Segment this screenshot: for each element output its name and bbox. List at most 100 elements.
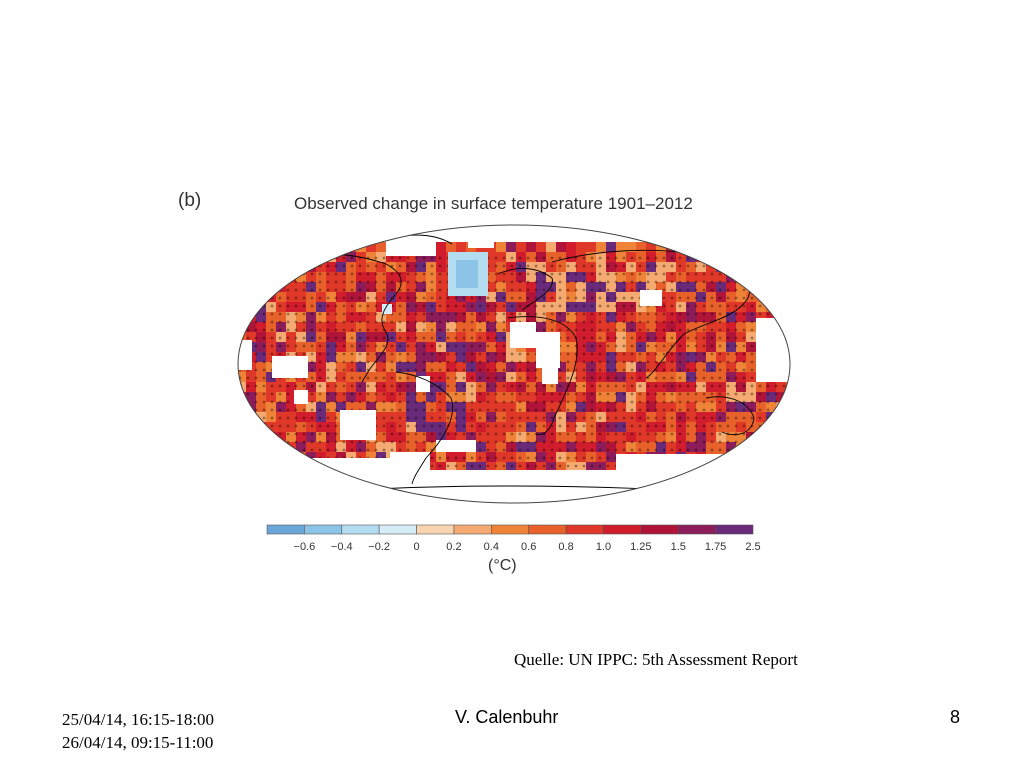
- grid-cell: [346, 225, 356, 232]
- color-legend: −0.6 −0.4 −0.2 0 0.2 0.4 0.6 0.8 1.0 1.25 1.5 1.75 2…: [266, 524, 761, 553]
- grid-cell: [776, 432, 786, 442]
- grid-cell: [786, 462, 790, 472]
- grid-cell: [326, 242, 336, 252]
- figure-title: Observed change in surface temperature 1…: [294, 194, 693, 213]
- grid-cell: [716, 242, 726, 252]
- grid-cell: [636, 242, 646, 252]
- significance-stipple: [238, 252, 790, 482]
- grid-cell: [676, 482, 686, 492]
- grid-cell: [756, 432, 766, 442]
- grid-cell: [436, 502, 446, 503]
- grid-cell: [626, 242, 636, 252]
- grid-cell: [296, 502, 306, 503]
- grid-cell: [646, 242, 656, 252]
- grid-cell: [386, 225, 396, 232]
- legend-bin-0: [266, 524, 305, 535]
- legend-bin-11: [677, 524, 716, 535]
- grid-cell: [238, 242, 246, 252]
- grid-cell: [238, 442, 246, 452]
- grid-cell: [716, 472, 726, 482]
- grid-cell: [238, 432, 246, 442]
- grid-cell: [766, 442, 776, 452]
- grid-cell: [306, 225, 316, 232]
- grid-cell: [356, 482, 366, 492]
- grid-cell: [276, 252, 286, 262]
- grid-cell: [286, 262, 296, 272]
- grid-cell: [776, 252, 786, 262]
- grid-cell: [766, 232, 776, 242]
- grid-cell: [666, 492, 676, 502]
- grid-cell: [736, 272, 746, 282]
- grid-cell: [786, 312, 790, 322]
- grid-cell: [256, 502, 266, 503]
- grid-cell: [746, 232, 756, 242]
- legend-tick-label: 1.0: [596, 541, 611, 553]
- grid-cell: [606, 225, 616, 232]
- grid-cell: [238, 302, 246, 312]
- grid-cell: [786, 322, 790, 332]
- grid-cell: [676, 502, 686, 503]
- grid-cell: [696, 472, 706, 482]
- legend-bin-10: [640, 524, 679, 535]
- legend-bin-4: [416, 524, 455, 535]
- grid-cell: [716, 252, 726, 262]
- grid-cell: [396, 502, 406, 503]
- grid-cell: [238, 272, 246, 282]
- grid-cell: [246, 282, 256, 292]
- grid-cell: [356, 232, 366, 242]
- grid-cell: [246, 262, 256, 272]
- grid-cell: [696, 482, 706, 492]
- grid-cell: [356, 225, 366, 232]
- grid-cell: [376, 492, 386, 502]
- grid-cell: [706, 242, 716, 252]
- grid-cell: [276, 272, 286, 282]
- grid-cell: [776, 292, 786, 302]
- grid-cell: [596, 502, 606, 503]
- grid-cell: [616, 242, 626, 252]
- grid-cell: [636, 502, 646, 503]
- grid-cell: [766, 272, 776, 282]
- grid-cell: [566, 502, 576, 503]
- legend-tick-label: −0.6: [294, 541, 316, 553]
- grid-cell: [266, 282, 276, 292]
- grid-cell: [696, 232, 706, 242]
- grid-cell: [786, 482, 790, 492]
- grid-cell: [786, 402, 790, 412]
- grid-cell: [546, 502, 556, 503]
- legend-bin-3: [378, 524, 417, 535]
- grid-cell: [776, 442, 786, 452]
- grid-cell: [266, 242, 276, 252]
- grid-cell: [786, 232, 790, 242]
- grid-cell: [286, 462, 296, 472]
- legend-tick-label: 0: [413, 541, 419, 553]
- grid-cell: [726, 472, 736, 482]
- grid-cell: [786, 442, 790, 452]
- grid-cell: [256, 292, 266, 302]
- grid-cell: [766, 225, 776, 232]
- grid-cell: [306, 472, 316, 482]
- grid-cell: [536, 242, 546, 252]
- grid-cell: [676, 492, 686, 502]
- grid-cell: [316, 232, 326, 242]
- grid-cell: [776, 282, 786, 292]
- grid-cell: [296, 472, 306, 482]
- grid-cell: [256, 492, 266, 502]
- grid-cell: [776, 242, 786, 252]
- grid-cell: [246, 412, 256, 422]
- grid-cell: [296, 262, 306, 272]
- grid-cell: [286, 252, 296, 262]
- grid-cell: [726, 262, 736, 272]
- grid-cell: [786, 332, 790, 342]
- grid-cell: [446, 242, 456, 252]
- grid-cell: [656, 482, 666, 492]
- legend-tick-label: 0.2: [446, 541, 461, 553]
- grid-cell: [646, 502, 656, 503]
- grid-cell: [696, 225, 706, 232]
- grid-cell: [256, 232, 266, 242]
- grid-cell: [296, 482, 306, 492]
- grid-cell: [626, 492, 636, 502]
- grid-cell: [238, 225, 246, 232]
- grid-cell: [776, 412, 786, 422]
- grid-cell: [766, 452, 776, 462]
- grid-cell: [296, 242, 306, 252]
